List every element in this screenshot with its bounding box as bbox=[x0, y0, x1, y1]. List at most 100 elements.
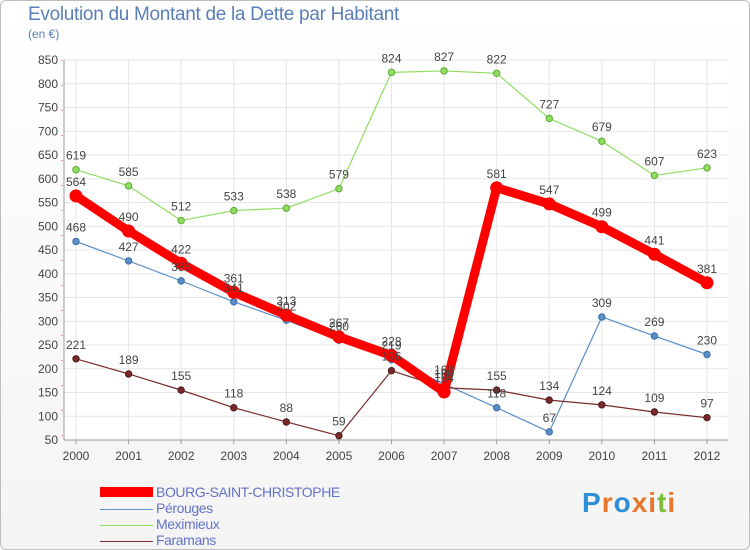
legend-swatch-bourg bbox=[100, 487, 153, 497]
y-tick-label: 650 bbox=[38, 148, 58, 162]
data-label-perouges: 468 bbox=[66, 220, 86, 234]
data-label-perouges: 302 bbox=[276, 299, 296, 313]
data-point-meximieux bbox=[335, 185, 343, 193]
data-point-meximieux bbox=[703, 164, 711, 172]
data-point-bourg bbox=[227, 285, 241, 299]
legend-label-bourg: BOURG-SAINT-CHRISTOPHE bbox=[156, 484, 340, 500]
data-label-bourg: 422 bbox=[171, 242, 191, 256]
logo-letter: o bbox=[613, 487, 632, 518]
data-point-perouges bbox=[124, 257, 133, 265]
data-point-faramans bbox=[282, 418, 291, 426]
data-point-meximieux bbox=[598, 137, 606, 145]
data-point-bourg bbox=[69, 189, 83, 203]
data-label-bourg: 564 bbox=[66, 175, 86, 189]
data-label-meximieux: 579 bbox=[329, 168, 349, 182]
data-point-meximieux bbox=[650, 171, 659, 180]
data-point-faramans bbox=[650, 408, 659, 416]
data-point-meximieux bbox=[545, 114, 553, 123]
data-label-perouges: 67 bbox=[543, 411, 557, 425]
data-label-bourg: 228 bbox=[381, 334, 401, 348]
data-point-perouges bbox=[650, 332, 659, 340]
logo-letter: r bbox=[601, 487, 614, 518]
data-label-meximieux: 619 bbox=[66, 149, 86, 163]
x-tick-label: 2009 bbox=[536, 449, 563, 463]
data-point-bourg bbox=[437, 385, 451, 399]
data-point-faramans bbox=[703, 413, 711, 422]
x-tick-label: 2007 bbox=[431, 449, 458, 463]
data-label-faramans: 88 bbox=[280, 401, 294, 415]
data-label-bourg: 313 bbox=[276, 294, 296, 308]
logo-letter: P bbox=[582, 487, 602, 518]
data-point-faramans bbox=[387, 366, 396, 375]
data-label-faramans: 155 bbox=[171, 369, 191, 383]
y-tick-label: 400 bbox=[38, 267, 58, 281]
data-point-bourg bbox=[279, 308, 293, 322]
data-label-meximieux: 512 bbox=[171, 200, 191, 214]
y-tick-label: 600 bbox=[38, 172, 58, 186]
x-tick-label: 2001 bbox=[115, 449, 142, 463]
data-label-perouges: 260 bbox=[329, 319, 349, 333]
y-tick-label: 450 bbox=[38, 243, 58, 257]
data-label-faramans: 124 bbox=[592, 384, 612, 398]
y-tick-label: 250 bbox=[38, 338, 58, 352]
data-label-faramans: 189 bbox=[119, 353, 139, 367]
data-label-meximieux: 827 bbox=[434, 50, 454, 64]
legend-label-meximieux: Meximieux bbox=[156, 516, 220, 532]
data-point-perouges bbox=[177, 277, 185, 285]
x-tick-label: 2000 bbox=[63, 449, 90, 463]
y-tick-label: 550 bbox=[38, 196, 58, 210]
y-tick-label: 800 bbox=[38, 77, 58, 91]
data-label-faramans: 196 bbox=[381, 350, 401, 364]
y-tick-label: 750 bbox=[38, 101, 58, 115]
data-point-meximieux bbox=[72, 166, 80, 174]
y-tick-label: 700 bbox=[38, 124, 58, 138]
data-label-meximieux: 585 bbox=[119, 165, 139, 179]
data-point-perouges bbox=[598, 313, 606, 321]
data-point-meximieux bbox=[230, 206, 238, 215]
logo-letter: i bbox=[648, 487, 658, 518]
legend-label-faramans: Faramans bbox=[156, 532, 216, 548]
data-label-perouges: 230 bbox=[697, 334, 717, 348]
data-label-bourg: 581 bbox=[487, 167, 507, 181]
x-tick-label: 2003 bbox=[220, 449, 247, 463]
data-label-meximieux: 679 bbox=[592, 120, 612, 134]
logo-letter: t bbox=[657, 487, 668, 518]
data-point-perouges bbox=[72, 237, 80, 246]
y-tick-label: 100 bbox=[38, 409, 58, 423]
data-point-bourg bbox=[700, 276, 714, 290]
data-label-bourg: 499 bbox=[592, 206, 612, 220]
data-point-bourg bbox=[332, 330, 346, 344]
data-label-bourg: 441 bbox=[644, 233, 664, 247]
data-label-faramans: 97 bbox=[700, 397, 714, 411]
chart-title: Evolution du Montant de la Dette par Hab… bbox=[28, 4, 399, 25]
data-point-meximieux bbox=[282, 204, 291, 212]
data-label-faramans: 118 bbox=[224, 387, 243, 401]
y-tick-label: 200 bbox=[38, 362, 58, 376]
legend-label-perouges: Pérouges bbox=[156, 500, 213, 516]
y-tick-label: 50 bbox=[45, 433, 59, 447]
data-point-faramans bbox=[545, 396, 553, 404]
data-label-meximieux: 727 bbox=[539, 97, 559, 111]
data-label-bourg: 547 bbox=[539, 183, 559, 197]
legend-swatch-faramans bbox=[100, 541, 153, 542]
data-label-meximieux: 824 bbox=[381, 51, 401, 65]
data-label-faramans: 109 bbox=[644, 391, 664, 405]
x-tick-label: 2004 bbox=[273, 449, 300, 463]
data-point-meximieux bbox=[387, 68, 396, 77]
data-point-meximieux bbox=[124, 182, 133, 190]
x-tick-label: 2011 bbox=[642, 449, 668, 463]
data-point-faramans bbox=[124, 370, 133, 378]
y-tick-label: 500 bbox=[38, 219, 58, 233]
data-point-bourg bbox=[174, 256, 188, 270]
data-point-meximieux bbox=[492, 69, 501, 78]
x-tick-label: 2008 bbox=[483, 449, 510, 463]
data-label-perouges: 219 bbox=[381, 339, 401, 353]
data-point-bourg bbox=[647, 247, 661, 261]
data-point-faramans bbox=[335, 432, 343, 440]
data-label-perouges: 269 bbox=[644, 315, 664, 329]
y-tick-label: 350 bbox=[38, 291, 58, 305]
data-label-perouges: 427 bbox=[119, 240, 139, 254]
data-point-bourg bbox=[595, 220, 609, 234]
data-label-perouges: 309 bbox=[592, 296, 612, 310]
data-label-faramans: 221 bbox=[66, 338, 86, 352]
